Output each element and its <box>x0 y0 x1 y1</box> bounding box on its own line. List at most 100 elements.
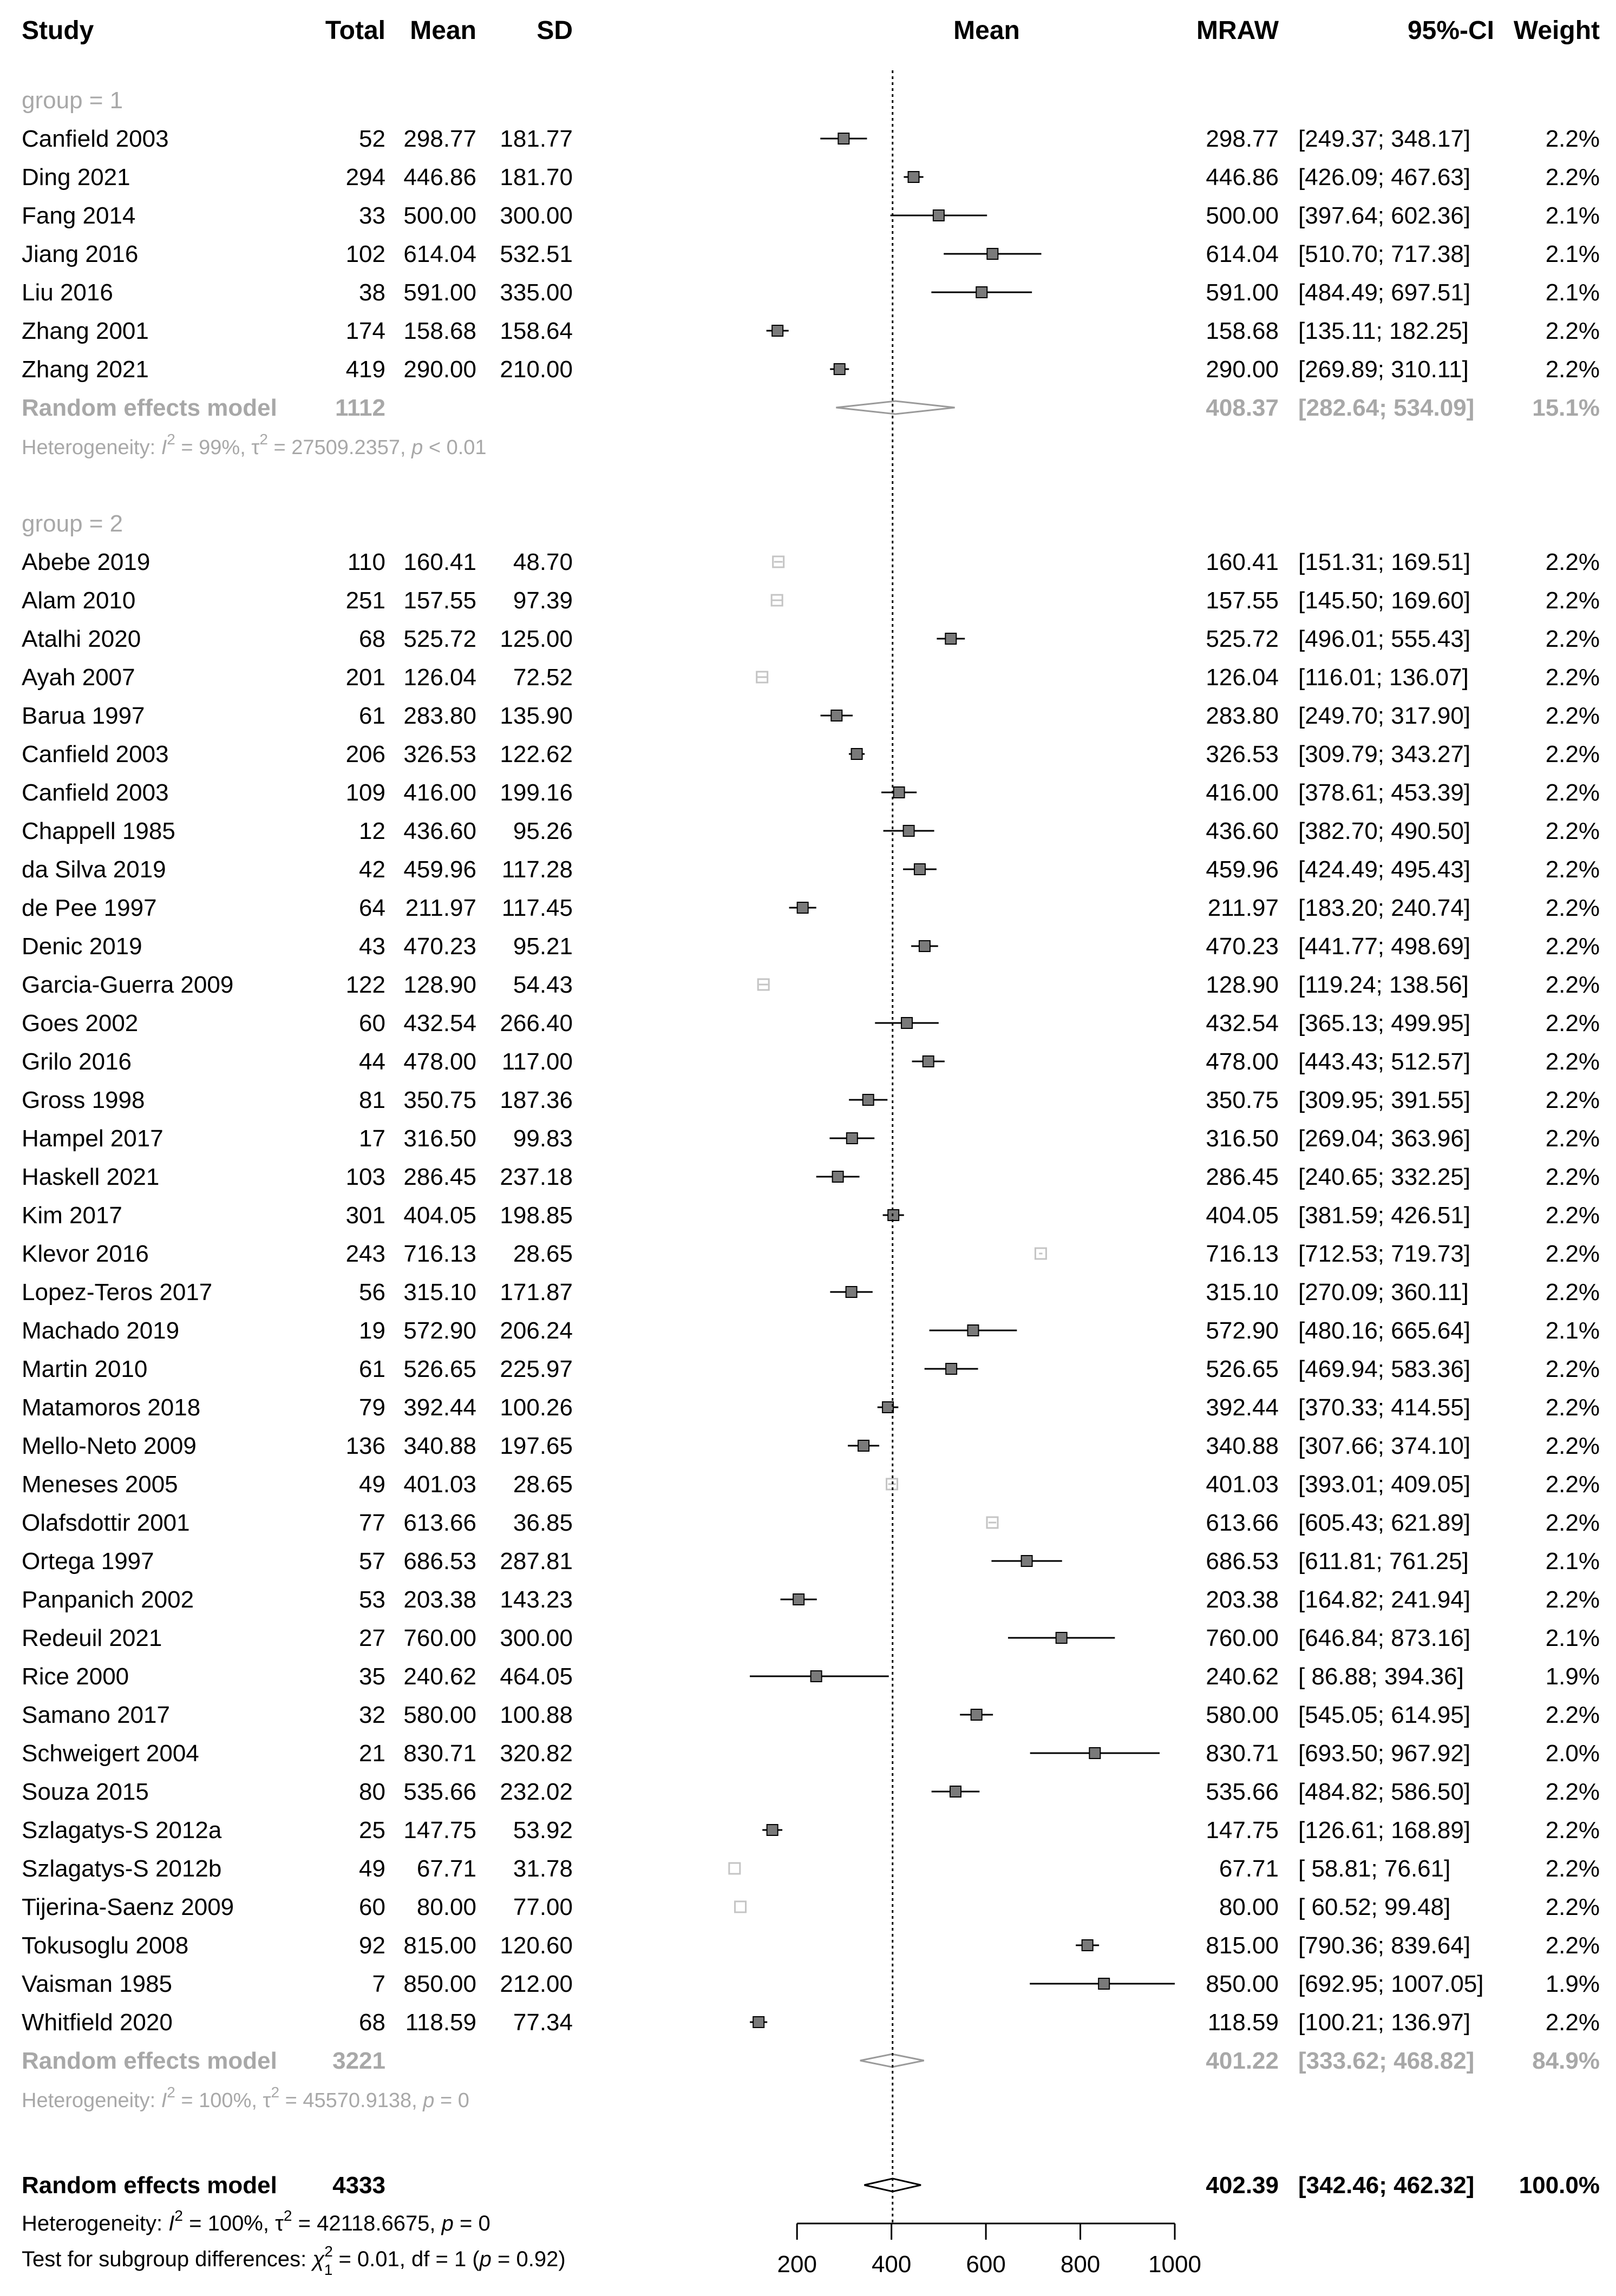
study-weight: 2.2% <box>1546 1125 1600 1152</box>
subgroup-summary-weight: 15.1% <box>1532 395 1600 421</box>
study-weight: 2.2% <box>1546 972 1600 998</box>
subgroup-summary-weight: 84.9% <box>1532 2048 1600 2074</box>
study-name: Jiang 2016 <box>22 241 138 267</box>
study-total: 201 <box>346 664 385 691</box>
study-ci: [693.50; 967.92] <box>1298 1740 1470 1767</box>
study-ci: [370.33; 414.55] <box>1298 1394 1470 1421</box>
study-ci: [ 60.52; 99.48] <box>1298 1894 1450 1920</box>
study-name: Redeuil 2021 <box>22 1625 162 1651</box>
study-weight: 2.2% <box>1546 1010 1600 1037</box>
study-mraw: 525.72 <box>1206 626 1279 652</box>
study-estimate-box <box>734 1900 747 1913</box>
study-mraw: 211.97 <box>1208 895 1279 921</box>
study-total: 68 <box>359 626 385 652</box>
study-name: Matamoros 2018 <box>22 1394 200 1421</box>
study-sd: 28.65 <box>513 1241 573 1267</box>
subgroup-differences-test: Test for subgroup differences: χ2 1 = 0.0… <box>22 2243 566 2278</box>
study-mean: 500.00 <box>403 202 476 229</box>
study-name: Szlagatys-S 2012a <box>22 1817 222 1844</box>
study-sd: 171.87 <box>500 1279 573 1306</box>
study-name: Garcia-Guerra 2009 <box>22 972 233 998</box>
study-mean: 686.53 <box>403 1548 476 1575</box>
study-ci: [441.77; 498.69] <box>1298 933 1470 960</box>
study-name: de Pee 1997 <box>22 895 157 921</box>
study-mean: 526.65 <box>403 1356 476 1382</box>
study-total: 7 <box>372 1971 385 1997</box>
study-sd: 95.26 <box>513 818 573 844</box>
study-name: Tijerina-Saenz 2009 <box>22 1894 234 1920</box>
study-ci: [116.01; 136.07] <box>1298 664 1469 691</box>
study-total: 122 <box>346 972 385 998</box>
study-name: Haskell 2021 <box>22 1164 159 1190</box>
study-sd: 53.92 <box>513 1817 573 1844</box>
study-mean: 147.75 <box>403 1817 476 1844</box>
study-weight: 2.2% <box>1546 1394 1600 1421</box>
header-mean: Mean <box>410 16 476 45</box>
study-name: Vaisman 1985 <box>22 1971 172 1997</box>
study-name: Barua 1997 <box>22 703 145 729</box>
study-weight: 2.2% <box>1546 1087 1600 1113</box>
study-mraw: 760.00 <box>1206 1625 1279 1651</box>
study-mean: 535.66 <box>403 1779 476 1805</box>
study-mean: 716.13 <box>403 1241 476 1267</box>
overall-summary-mraw: 402.39 <box>1206 2172 1279 2199</box>
study-name: Fang 2014 <box>22 202 135 229</box>
study-sd: 197.65 <box>500 1433 573 1459</box>
subgroup-summary-diamond <box>860 2053 924 2068</box>
study-sd: 97.39 <box>513 587 573 614</box>
study-estimate-box <box>922 1055 934 1067</box>
study-name: Canfield 2003 <box>22 126 169 152</box>
study-total: 206 <box>346 741 385 767</box>
study-name: da Silva 2019 <box>22 856 166 883</box>
study-name: Ding 2021 <box>22 164 130 191</box>
study-mean: 211.97 <box>405 895 476 921</box>
study-name: Machado 2019 <box>22 1317 179 1344</box>
study-estimate-box <box>970 1709 983 1721</box>
study-mraw: 326.53 <box>1206 741 1279 767</box>
study-name: Chappell 1985 <box>22 818 175 844</box>
study-mraw: 283.80 <box>1206 703 1279 729</box>
study-total: 64 <box>359 895 385 921</box>
study-rows: group = 1 Canfield 2003 52 298.77 181.77 298.… <box>22 87 1600 2278</box>
study-weight: 2.2% <box>1546 356 1600 383</box>
study-name: Alam 2010 <box>22 587 135 614</box>
study-total: 80 <box>359 1779 385 1805</box>
study-total: 49 <box>359 1471 385 1498</box>
subgroup-summary-label: Random effects model <box>22 395 277 421</box>
study-sd: 28.65 <box>513 1471 573 1498</box>
study-mraw: 580.00 <box>1206 1702 1279 1728</box>
study-sd: 287.81 <box>500 1548 573 1575</box>
study-name: Whitfield 2020 <box>22 2009 173 2036</box>
study-total: 110 <box>348 549 385 575</box>
study-sd: 72.52 <box>513 664 573 691</box>
study-total: 243 <box>346 1241 385 1267</box>
study-total: 103 <box>346 1164 385 1190</box>
study-weight: 2.2% <box>1546 1279 1600 1306</box>
study-estimate-box <box>1098 1978 1110 1990</box>
subgroup-summary-label: Random effects model <box>22 2048 277 2074</box>
study-estimate-box <box>862 1094 874 1106</box>
study-ci: [249.37; 348.17] <box>1298 126 1470 152</box>
study-mean: 459.96 <box>403 856 476 883</box>
study-total: 19 <box>359 1317 385 1344</box>
study-total: 294 <box>346 164 385 191</box>
study-name: Schweigert 2004 <box>22 1740 199 1767</box>
study-weight: 2.2% <box>1546 1048 1600 1075</box>
study-mean: 240.62 <box>403 1663 476 1690</box>
study-sd: 125.00 <box>500 626 573 652</box>
study-mraw: 614.04 <box>1206 241 1279 267</box>
study-sd: 117.28 <box>502 856 573 883</box>
study-estimate-box <box>838 133 850 145</box>
study-name: Zhang 2001 <box>22 318 149 344</box>
study-ci: [510.70; 717.38] <box>1298 241 1470 267</box>
subgroup-summary-total: 3221 <box>332 2048 385 2074</box>
study-weight: 2.2% <box>1546 126 1600 152</box>
study-weight: 2.2% <box>1546 549 1600 575</box>
plot-area <box>728 70 1175 2225</box>
study-name: Grilo 2016 <box>22 1048 132 1075</box>
study-total: 102 <box>346 241 385 267</box>
study-mraw: 286.45 <box>1206 1164 1279 1190</box>
study-total: 61 <box>359 1356 385 1382</box>
study-mean: 286.45 <box>403 1164 476 1190</box>
subgroup-summary-total: 1112 <box>335 395 385 421</box>
